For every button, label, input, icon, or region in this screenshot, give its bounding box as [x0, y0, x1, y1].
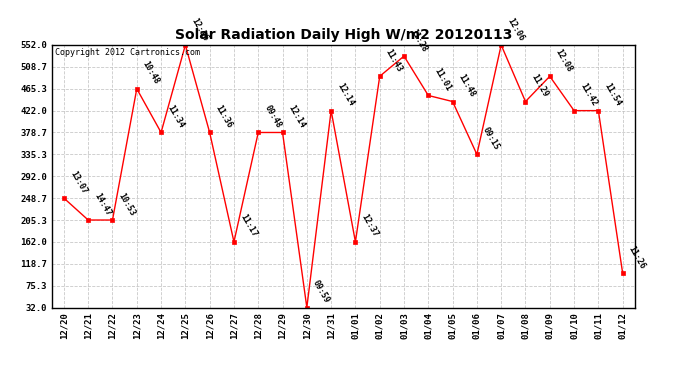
- Text: 11:26: 11:26: [627, 244, 647, 270]
- Text: 09:59: 09:59: [311, 279, 331, 305]
- Text: 09:15: 09:15: [481, 126, 502, 152]
- Text: Copyright 2012 Cartronics.com: Copyright 2012 Cartronics.com: [55, 48, 199, 57]
- Title: Solar Radiation Daily High W/m2 20120113: Solar Radiation Daily High W/m2 20120113: [175, 28, 512, 42]
- Text: 11:34: 11:34: [165, 104, 186, 130]
- Text: 11:42: 11:42: [578, 82, 598, 108]
- Text: 12:16: 12:16: [190, 16, 210, 42]
- Text: 12:37: 12:37: [359, 213, 380, 239]
- Text: 11:17: 11:17: [238, 213, 259, 239]
- Text: 11:54: 11:54: [602, 82, 623, 108]
- Text: 11:36: 11:36: [214, 104, 234, 130]
- Text: 12:14: 12:14: [335, 82, 355, 108]
- Text: 11:29: 11:29: [530, 73, 550, 99]
- Text: 13:07: 13:07: [68, 169, 88, 195]
- Text: 12:08: 12:08: [554, 47, 574, 74]
- Text: 11:48: 11:48: [457, 73, 477, 99]
- Text: 10:53: 10:53: [117, 191, 137, 217]
- Text: 12:14: 12:14: [287, 104, 307, 130]
- Text: 12:06: 12:06: [505, 16, 526, 42]
- Text: 11:28: 11:28: [408, 27, 428, 53]
- Text: 11:43: 11:43: [384, 47, 404, 74]
- Text: 14:47: 14:47: [92, 191, 112, 217]
- Text: 09:48: 09:48: [262, 104, 283, 130]
- Text: 10:48: 10:48: [141, 60, 161, 86]
- Text: 11:01: 11:01: [433, 66, 453, 93]
